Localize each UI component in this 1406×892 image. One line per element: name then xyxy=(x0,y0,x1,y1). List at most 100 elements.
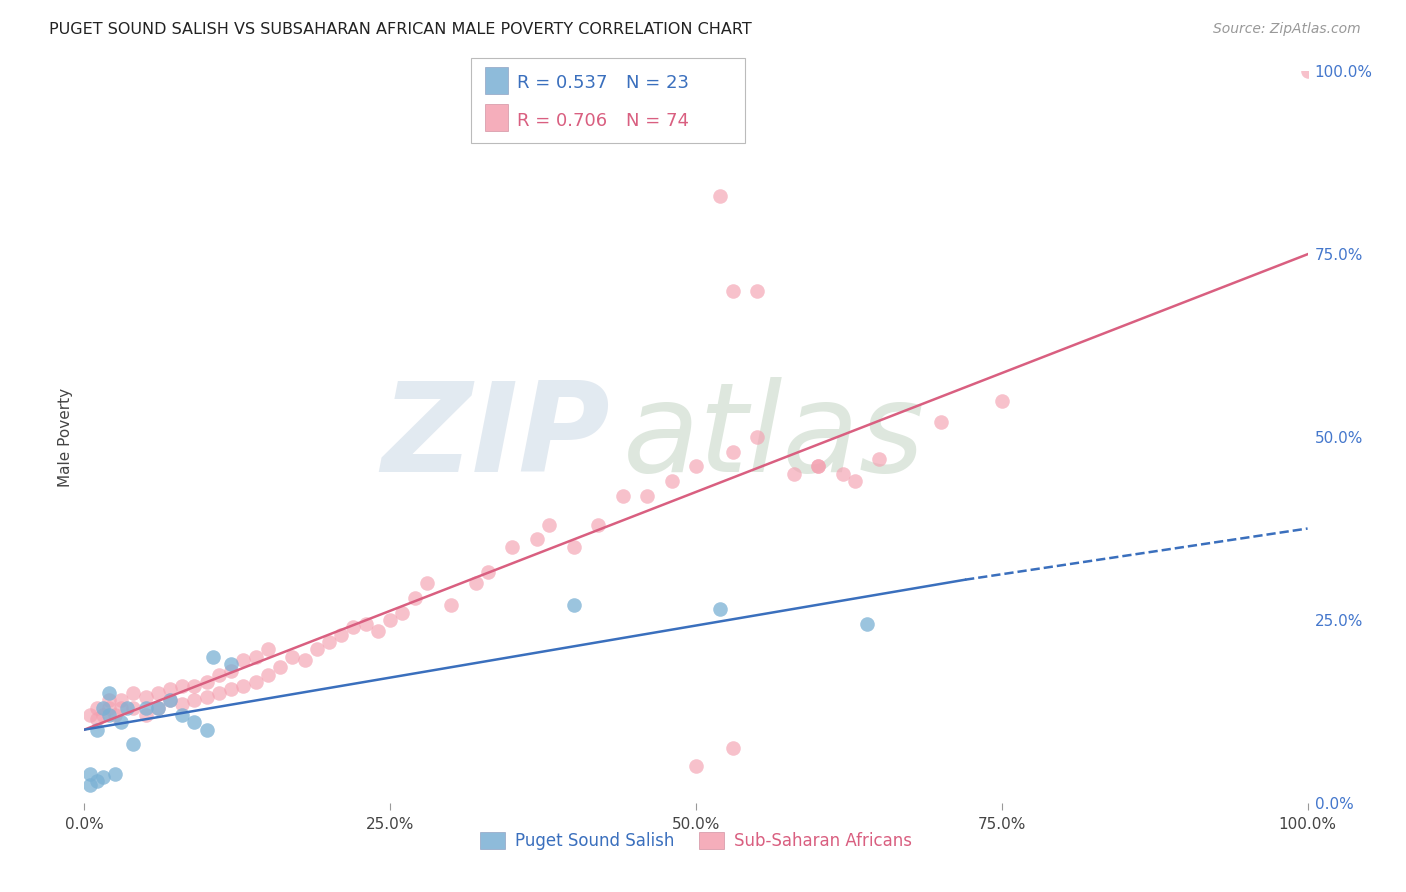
Point xyxy=(146,686,169,700)
Y-axis label: Male Poverty: Male Poverty xyxy=(58,387,73,487)
Point xyxy=(135,700,157,714)
Point xyxy=(110,693,132,707)
Point xyxy=(807,459,830,474)
Point xyxy=(115,700,138,714)
Point xyxy=(440,599,463,613)
Point xyxy=(146,700,169,714)
Point xyxy=(232,679,254,693)
Point xyxy=(195,690,218,704)
Point xyxy=(318,635,340,649)
Point xyxy=(183,715,205,730)
Point xyxy=(929,416,952,430)
Text: atlas: atlas xyxy=(623,376,925,498)
Point xyxy=(104,766,127,780)
Point xyxy=(856,616,879,631)
Point xyxy=(183,679,205,693)
Point xyxy=(783,467,806,481)
Point xyxy=(86,700,108,714)
Point xyxy=(661,474,683,488)
Point xyxy=(208,667,231,681)
Point xyxy=(86,773,108,788)
Point xyxy=(219,682,242,697)
Point xyxy=(305,642,328,657)
Point xyxy=(86,723,108,737)
Point xyxy=(86,712,108,726)
Point xyxy=(104,708,127,723)
Point xyxy=(612,489,634,503)
Point xyxy=(367,624,389,638)
Point xyxy=(159,693,181,707)
Point xyxy=(526,533,548,547)
Point xyxy=(232,653,254,667)
Text: ZIP: ZIP xyxy=(381,376,610,498)
Point xyxy=(562,540,585,554)
Point xyxy=(201,649,224,664)
Point xyxy=(1296,64,1319,78)
Point xyxy=(538,517,561,532)
Point xyxy=(172,697,194,711)
Point xyxy=(79,778,101,792)
Point xyxy=(219,657,242,671)
Point xyxy=(97,700,120,714)
Point xyxy=(562,599,585,613)
Point xyxy=(380,613,402,627)
Point xyxy=(586,517,609,532)
Point xyxy=(721,284,744,298)
Point xyxy=(91,708,114,723)
Text: N = 74: N = 74 xyxy=(626,112,689,129)
Point xyxy=(97,686,120,700)
Text: Source: ZipAtlas.com: Source: ZipAtlas.com xyxy=(1213,22,1361,37)
Text: PUGET SOUND SALISH VS SUBSAHARAN AFRICAN MALE POVERTY CORRELATION CHART: PUGET SOUND SALISH VS SUBSAHARAN AFRICAN… xyxy=(49,22,752,37)
Point xyxy=(172,679,194,693)
Point xyxy=(281,649,304,664)
Point xyxy=(747,284,769,298)
Text: N = 23: N = 23 xyxy=(626,74,689,92)
Point xyxy=(416,576,439,591)
Point xyxy=(477,566,499,580)
Legend: Puget Sound Salish, Sub-Saharan Africans: Puget Sound Salish, Sub-Saharan Africans xyxy=(472,825,920,856)
Point xyxy=(502,540,524,554)
Point xyxy=(172,708,194,723)
Point xyxy=(685,459,707,474)
Point xyxy=(269,660,291,674)
Point xyxy=(79,708,101,723)
Point xyxy=(122,686,145,700)
Point xyxy=(844,474,866,488)
Point xyxy=(159,693,181,707)
Point xyxy=(122,737,145,751)
Point xyxy=(146,700,169,714)
Point xyxy=(245,675,267,690)
Point xyxy=(79,766,101,780)
Point xyxy=(219,664,242,678)
Point xyxy=(122,700,145,714)
Point xyxy=(195,675,218,690)
Point xyxy=(97,708,120,723)
Point xyxy=(709,602,731,616)
Point xyxy=(721,444,744,458)
Point xyxy=(747,430,769,444)
Point xyxy=(91,770,114,784)
Point xyxy=(294,653,316,667)
Point xyxy=(807,459,830,474)
Point xyxy=(91,700,114,714)
Point xyxy=(354,616,377,631)
Point xyxy=(685,759,707,773)
Point xyxy=(709,188,731,202)
Point xyxy=(183,693,205,707)
Point xyxy=(391,606,413,620)
Point xyxy=(110,700,132,714)
Point xyxy=(257,642,280,657)
Point xyxy=(135,708,157,723)
Point xyxy=(208,686,231,700)
Point xyxy=(342,620,364,634)
Point xyxy=(195,723,218,737)
Point xyxy=(245,649,267,664)
Point xyxy=(721,740,744,755)
Point xyxy=(869,452,891,467)
Point xyxy=(159,682,181,697)
Point xyxy=(97,693,120,707)
Point xyxy=(110,715,132,730)
Point xyxy=(636,489,658,503)
Point xyxy=(831,467,853,481)
Point xyxy=(257,667,280,681)
